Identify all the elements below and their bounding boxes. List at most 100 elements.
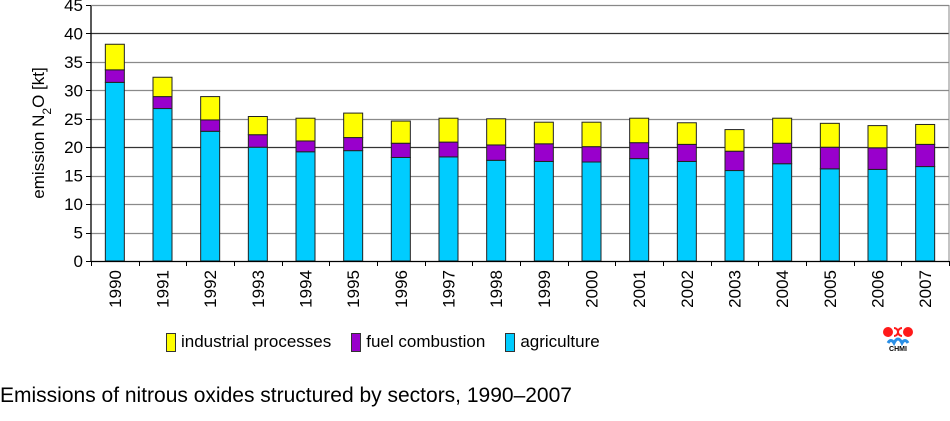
bar-agriculture-1993	[247, 146, 268, 262]
bar-agriculture-2003	[724, 170, 745, 262]
y-tick-label: 30	[64, 81, 83, 100]
bar-agriculture-2001	[629, 158, 650, 262]
y-tick-label: 25	[64, 110, 83, 129]
bar-fuel-combustion-2004	[772, 142, 793, 165]
bar-industrial-processes-2003	[724, 129, 745, 152]
bar-industrial-processes-1999	[533, 121, 554, 145]
x-tick-label: 1991	[154, 270, 173, 308]
axes	[86, 5, 950, 266]
bar-fuel-combustion-1993	[247, 134, 268, 148]
bar-agriculture-1999	[533, 160, 554, 262]
x-tick-label: 2007	[916, 270, 935, 308]
x-tick-label: 2002	[678, 270, 697, 308]
legend-swatch-industrial-processes	[166, 332, 176, 352]
y-axis-title-pre: emission N	[29, 115, 48, 199]
bar-industrial-processes-1994	[295, 117, 316, 142]
bar-agriculture-2004	[772, 163, 793, 262]
bar-industrial-processes-2007	[915, 123, 936, 145]
x-tick-label: 1996	[392, 270, 411, 308]
bar-industrial-processes-1991	[152, 76, 173, 98]
bar-agriculture-1994	[295, 151, 316, 262]
legend-item-agriculture: agriculture	[505, 332, 600, 352]
bar-fuel-combustion-1996	[390, 142, 411, 158]
bars	[104, 43, 936, 262]
bar-agriculture-2006	[867, 168, 888, 262]
bar-agriculture-1996	[390, 156, 411, 262]
bar-industrial-processes-1992	[200, 96, 221, 121]
y-tick-label: 45	[64, 0, 83, 15]
x-tick-labels: 1990 1991 1992 1993 1994 1995 1996 1997 1998 1999…	[106, 270, 935, 308]
bar-industrial-processes-1995	[343, 112, 364, 139]
legend-swatch-fuel-combustion	[351, 332, 362, 352]
bar-industrial-processes-1990	[104, 43, 125, 71]
y-tick-label: 15	[64, 167, 83, 186]
y-axis-title-sub: 2	[40, 108, 54, 115]
y-tick-label: 35	[64, 53, 83, 72]
y-tick-label: 5	[74, 224, 83, 243]
legend: industrial processes fuel combustion agr…	[166, 332, 620, 352]
x-tick-label: 1998	[487, 270, 506, 308]
x-tick-label: 2003	[726, 270, 745, 308]
bar-agriculture-1995	[343, 150, 364, 262]
x-tick-label: 2004	[773, 270, 792, 308]
bar-fuel-combustion-1999	[533, 143, 554, 162]
x-tick-label: 2006	[869, 270, 888, 308]
y-tick-labels: 0 5 10 15 20 25 30 35 40 45	[64, 0, 83, 271]
bar-agriculture-1997	[438, 156, 459, 262]
y-axis-title-post: O [kt]	[29, 67, 48, 108]
y-tick-label: 20	[64, 138, 83, 157]
bar-fuel-combustion-1994	[295, 140, 316, 153]
bar-agriculture-2000	[581, 161, 602, 262]
bar-industrial-processes-2000	[581, 121, 602, 148]
bar-fuel-combustion-1990	[104, 69, 125, 83]
x-tick-label: 2001	[630, 270, 649, 308]
chmi-logo: CHMI	[882, 326, 914, 356]
legend-label: fuel combustion	[366, 332, 486, 351]
bar-fuel-combustion-1992	[200, 119, 221, 132]
x-tick-label: 1993	[249, 270, 268, 308]
legend-label: industrial processes	[181, 332, 332, 351]
bar-fuel-combustion-1995	[343, 137, 364, 152]
x-tick-label: 1995	[344, 270, 363, 308]
bar-fuel-combustion-1997	[438, 141, 459, 158]
x-tick-label: 2005	[821, 270, 840, 308]
bar-fuel-combustion-2006	[867, 147, 888, 170]
bar-fuel-combustion-2002	[676, 143, 697, 162]
bar-industrial-processes-2001	[629, 117, 650, 144]
legend-swatch-agriculture	[505, 332, 516, 352]
bar-fuel-combustion-2007	[915, 143, 936, 168]
bar-fuel-combustion-1991	[152, 96, 173, 110]
bar-industrial-processes-1998	[486, 118, 507, 146]
bar-agriculture-2002	[676, 160, 697, 262]
y-tick-label: 0	[74, 252, 83, 271]
bar-fuel-combustion-2001	[629, 142, 650, 160]
bar-fuel-combustion-1998	[486, 144, 507, 161]
bar-industrial-processes-1996	[390, 120, 411, 144]
bar-industrial-processes-2006	[867, 125, 888, 149]
bar-agriculture-1990	[104, 81, 125, 262]
bar-agriculture-1998	[486, 159, 507, 262]
x-tick-label: 1992	[201, 270, 220, 308]
legend-item-fuel-combustion: fuel combustion	[351, 332, 485, 352]
bar-fuel-combustion-2005	[819, 146, 840, 170]
legend-label: agriculture	[520, 332, 600, 351]
bar-fuel-combustion-2003	[724, 150, 745, 172]
x-tick-label: 1990	[106, 270, 125, 308]
figure-caption: Emissions of nitrous oxides structured b…	[0, 384, 572, 407]
bar-fuel-combustion-2000	[581, 146, 602, 163]
bar-industrial-processes-1997	[438, 117, 459, 143]
bar-industrial-processes-1993	[247, 116, 268, 136]
y-tick-label: 10	[64, 195, 83, 214]
bar-agriculture-2005	[819, 168, 840, 262]
bar-industrial-processes-2002	[676, 122, 697, 145]
bar-industrial-processes-2004	[772, 117, 793, 144]
x-tick-label: 1994	[297, 270, 316, 308]
x-tick-label: 1999	[535, 270, 554, 308]
bar-agriculture-2007	[915, 166, 936, 262]
chmi-logo-icon	[883, 327, 913, 347]
x-tick-label: 1997	[440, 270, 459, 308]
bar-industrial-processes-2005	[819, 122, 840, 148]
y-axis-title: emission N2O [kt]	[29, 67, 54, 198]
logo-text: CHMI	[889, 346, 907, 353]
